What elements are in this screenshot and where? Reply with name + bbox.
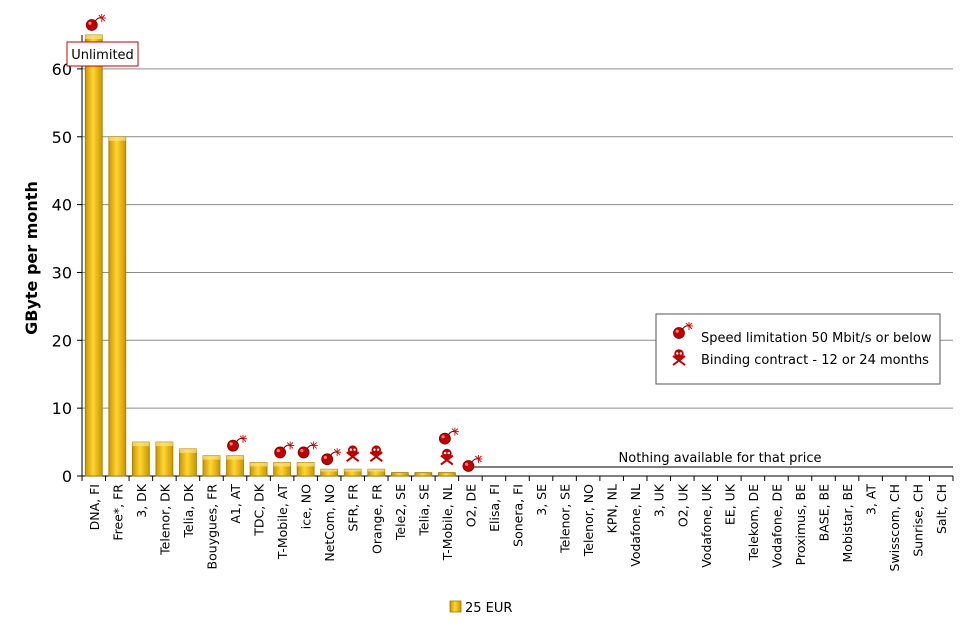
bar-highlight bbox=[132, 442, 150, 447]
unlimited-annotation: Unlimited bbox=[66, 41, 139, 67]
y-tick-label: 50 bbox=[52, 128, 72, 147]
skull-icon bbox=[440, 448, 454, 466]
bar-highlight bbox=[273, 462, 291, 467]
unlimited-label: Unlimited bbox=[71, 48, 134, 63]
bomb-icon bbox=[462, 455, 483, 472]
x-tick-label: ice, NO bbox=[299, 484, 314, 529]
x-tick-label: A1, AT bbox=[228, 484, 243, 524]
x-tick-label: Vodafone, NL bbox=[628, 484, 643, 567]
x-tick-label: O2, UK bbox=[675, 483, 690, 527]
x-tick-label: 3, UK bbox=[652, 483, 667, 517]
x-tick-label: Telenor, SE bbox=[558, 484, 573, 554]
series-legend: 25 EUR bbox=[449, 600, 512, 616]
bomb-icon bbox=[274, 441, 295, 459]
x-tick-label: SFR, FR bbox=[346, 484, 361, 532]
x-tick-label: DNA, FI bbox=[87, 484, 102, 530]
x-tick-label: Elisa, FI bbox=[487, 484, 502, 532]
y-tick-label: 40 bbox=[52, 196, 72, 215]
x-tick-label: Free*, FR bbox=[110, 484, 125, 541]
x-tick-label: Orange, FR bbox=[369, 484, 384, 554]
bomb-icon bbox=[227, 434, 248, 452]
skull-icon bbox=[346, 445, 360, 463]
x-tick-label: 3, SE bbox=[534, 484, 549, 516]
y-axis-label: GByte per month bbox=[22, 181, 41, 335]
bar bbox=[155, 441, 174, 477]
nothing-available-label: Nothing available for that price bbox=[619, 451, 822, 466]
bar bbox=[131, 441, 150, 477]
bar bbox=[84, 34, 103, 477]
x-tick-label: Salt, CH bbox=[934, 484, 949, 534]
x-tick-label: Sunrise, CH bbox=[911, 484, 926, 557]
x-tick-label: EE, UK bbox=[722, 483, 737, 525]
y-tick-label: 30 bbox=[52, 263, 72, 282]
skull-icon bbox=[672, 349, 686, 366]
bar-highlight bbox=[297, 462, 315, 467]
x-tick-label: KPN, NL bbox=[605, 484, 620, 533]
legend-binding-label: Binding contract - 12 or 24 months bbox=[701, 353, 929, 368]
x-tick-label: Telekom, DE bbox=[746, 484, 761, 562]
bar-highlight bbox=[226, 455, 244, 460]
bomb-icon bbox=[321, 448, 342, 466]
x-tick-label: Mobistar, BE bbox=[840, 484, 855, 563]
y-tick-label: 10 bbox=[52, 399, 72, 418]
bomb-icon bbox=[85, 14, 106, 31]
x-tick-label: Bouygues, FR bbox=[204, 484, 219, 570]
bar-highlight bbox=[320, 469, 338, 472]
markers bbox=[85, 14, 483, 472]
x-tick-label: Tele2, SE bbox=[393, 484, 408, 541]
bar-highlight bbox=[179, 448, 197, 453]
x-tick-label: T-Mobile, AT bbox=[275, 484, 290, 561]
x-tick-label: 3, DK bbox=[134, 483, 149, 518]
bomb-icon bbox=[297, 441, 318, 459]
series-swatch bbox=[449, 600, 462, 613]
x-tick-label: Proximus, BE bbox=[793, 484, 808, 565]
x-tick-label: 3, AT bbox=[864, 484, 879, 515]
bar bbox=[108, 136, 127, 477]
bar-highlight bbox=[344, 469, 362, 472]
bar bbox=[179, 448, 197, 477]
x-tick-label: Telia, SE bbox=[416, 484, 431, 537]
skull-icon bbox=[369, 445, 383, 463]
legend: Speed limitation 50 Mbit/s or below Bind… bbox=[655, 313, 941, 385]
skull-icon bbox=[672, 349, 686, 366]
x-tick-label: O2, DE bbox=[463, 484, 478, 527]
x-tick-label: Telenor, DK bbox=[157, 483, 172, 556]
bar-highlight bbox=[85, 35, 103, 39]
x-tick-label: Telenor, NO bbox=[581, 484, 596, 557]
x-tick-label: BASE, BE bbox=[817, 484, 832, 541]
y-tick-label: 0 bbox=[62, 467, 72, 486]
bomb-icon bbox=[438, 427, 459, 445]
x-tick-label: TDC, DK bbox=[252, 483, 267, 537]
legend-speed-label: Speed limitation 50 Mbit/s or below bbox=[701, 331, 932, 346]
bar-highlight bbox=[108, 136, 126, 141]
bomb-icon bbox=[673, 322, 693, 339]
x-tick-label: Swisscom, CH bbox=[887, 484, 902, 571]
y-tick-label: 20 bbox=[52, 331, 72, 350]
grid-lines bbox=[82, 68, 953, 409]
bomb-icon bbox=[673, 322, 693, 339]
x-tick-label: Vodafone, DE bbox=[769, 484, 784, 568]
x-tick-label: Vodafone, UK bbox=[699, 483, 714, 568]
x-tick-label: Sonera, FI bbox=[511, 484, 526, 547]
x-tick-label: T-Mobile, NL bbox=[440, 484, 455, 561]
bar-highlight bbox=[250, 462, 268, 467]
bars bbox=[84, 34, 456, 477]
series-legend-label: 25 EUR bbox=[465, 601, 512, 616]
x-tick-label: Telia, DK bbox=[181, 483, 196, 538]
axes bbox=[77, 35, 954, 481]
bar-highlight bbox=[202, 455, 220, 460]
bar bbox=[414, 472, 433, 477]
bar bbox=[390, 472, 409, 477]
x-tick-label: NetCom, NO bbox=[322, 484, 337, 562]
bar bbox=[438, 472, 456, 477]
bar-highlight bbox=[367, 469, 385, 472]
bar-highlight bbox=[155, 442, 173, 447]
